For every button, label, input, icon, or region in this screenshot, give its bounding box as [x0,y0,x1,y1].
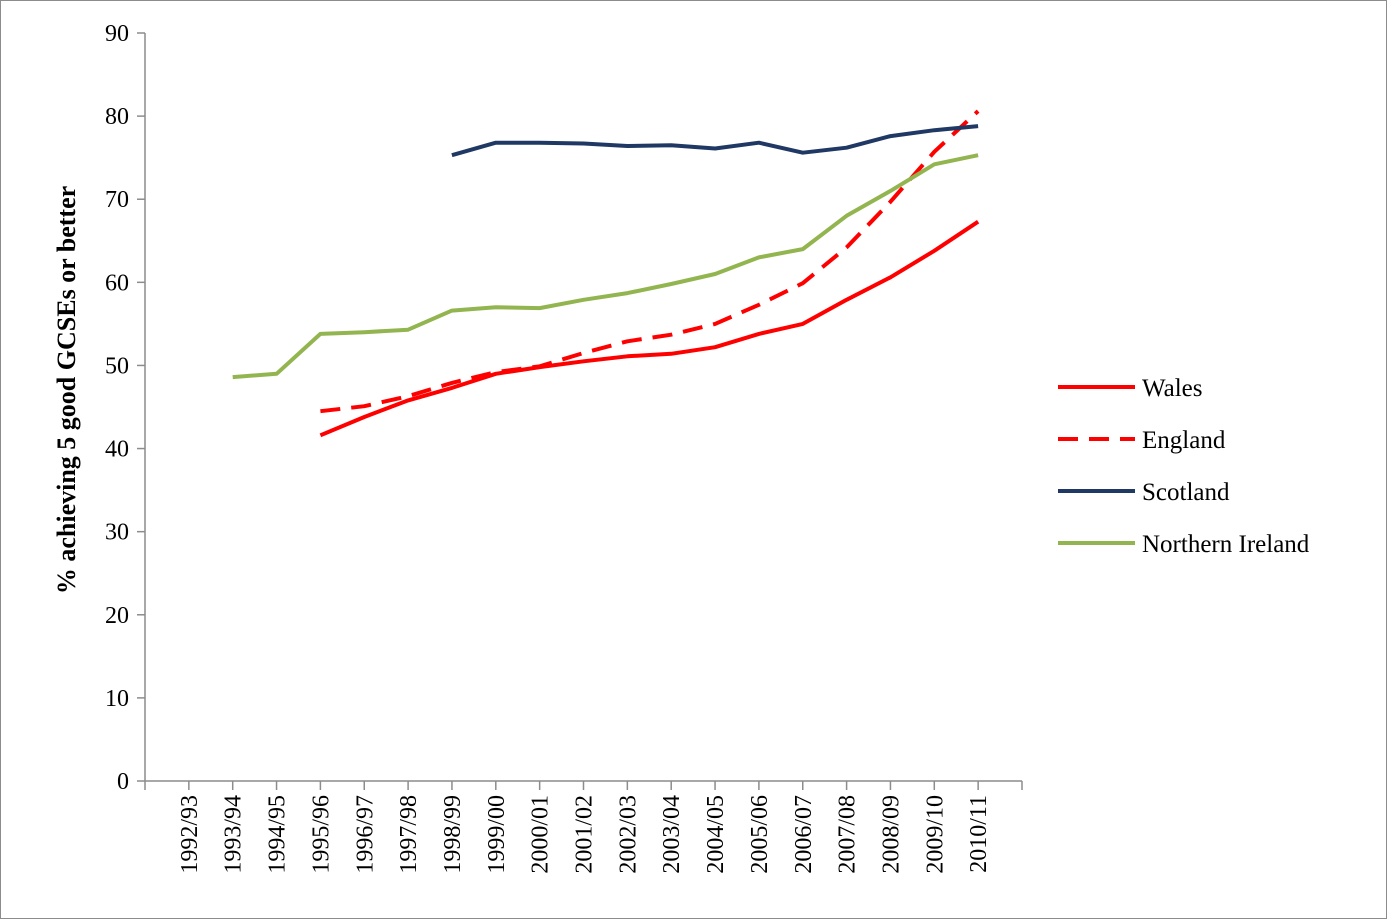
x-tick-label: 1998/99 [440,795,466,874]
y-tick-label: 20 [105,603,129,629]
y-tick-label: 90 [105,21,129,47]
legend: Wales England Scotland Northern Ireland [1058,375,1310,558]
x-tick-label: 1993/94 [221,795,247,874]
y-tick-label: 30 [105,520,129,546]
x-tick-label: 2010/11 [966,795,992,873]
y-tick-label: 50 [105,353,129,379]
x-tick-label: 1997/98 [396,795,422,874]
x-tick-label: 2003/04 [659,795,685,874]
x-tick-label: 2000/01 [528,795,554,874]
x-tick-label: 1999/00 [484,795,510,874]
y-tick-label: 0 [117,769,129,795]
x-tick-label: 2005/06 [747,795,773,874]
x-tick-label: 1994/95 [265,795,291,874]
series-line-scotland [451,124,979,158]
y-axis-title: % achieving 5 good GCSEs or better [52,186,81,594]
x-tick-label: 2006/07 [791,795,817,874]
y-tick-label: 40 [105,437,129,463]
legend-label-england: England [1142,427,1226,454]
x-tick-label: 2001/02 [572,795,598,874]
y-tick-label: 70 [105,187,129,213]
x-tick-label: 2002/03 [615,795,641,874]
series-line-england [320,109,980,414]
series-line-northern-ireland [232,153,979,380]
y-tick-label: 80 [105,104,129,130]
x-tick-label: 1992/93 [177,795,203,874]
axes: 0 10 20 30 40 50 60 70 80 90 1992/93 1993/94 1994/95… [105,21,1023,874]
x-tick-label: 1995/96 [308,795,334,874]
legend-label-northern-ireland: Northern Ireland [1142,531,1310,558]
x-tick-label: 2008/09 [878,795,904,874]
y-tick-label: 10 [105,686,129,712]
x-tick-label: 2004/05 [703,795,729,874]
x-tick-label: 2007/08 [835,795,861,874]
x-tick-label: 1996/97 [352,795,378,874]
series-line-wales [319,220,980,438]
y-tick-label: 60 [105,270,129,296]
x-tick-label: 2009/10 [922,795,948,874]
legend-label-wales: Wales [1142,375,1202,402]
series-lines [232,109,980,438]
legend-label-scotland: Scotland [1142,479,1230,506]
